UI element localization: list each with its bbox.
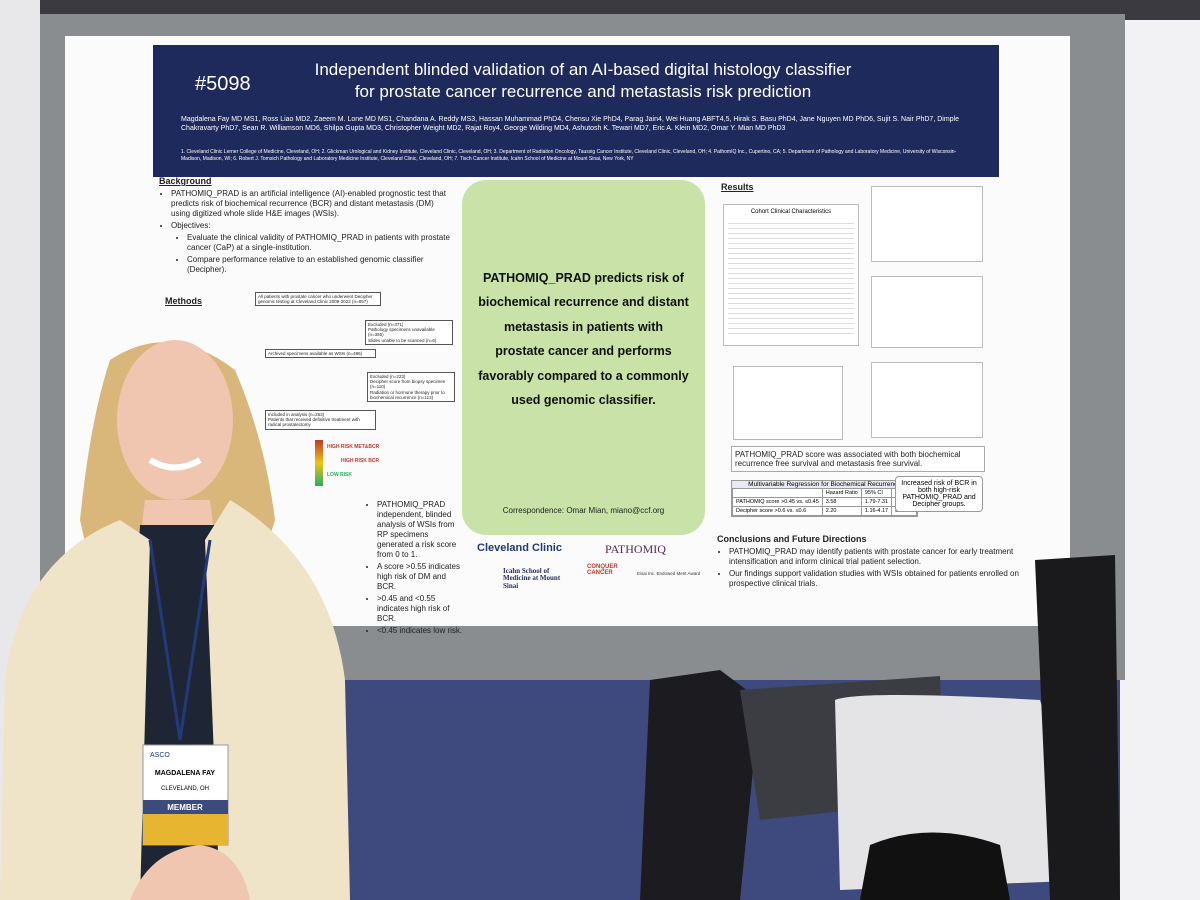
methods-heading-wrap: Methods xyxy=(165,296,202,307)
hands xyxy=(130,845,250,900)
bullet: A score >0.55 indicates high risk of DM … xyxy=(377,562,465,592)
km-plot xyxy=(871,276,983,348)
badge-name: MAGDALENA FAY xyxy=(155,770,215,777)
bullet: Objectives: xyxy=(171,221,451,231)
correspondence: Correspondence: Omar Mian, miano@ccf.org xyxy=(502,506,665,515)
section-heading: Background xyxy=(159,176,212,186)
lanyard xyxy=(148,539,212,741)
table-cell: 1.16-4.17 xyxy=(860,506,893,516)
characteristics-table: Cohort Clinical Characteristics xyxy=(723,204,859,346)
background-section: Background PATHOMIQ_PRAD is an artificia… xyxy=(159,176,451,277)
risk-scale xyxy=(315,440,323,486)
flow-box: Included in analysis (n=263) Patients tha… xyxy=(265,410,376,430)
authors: Magdalena Fay MD MS1, Ross Liao MD2, Zae… xyxy=(181,116,960,133)
bullet: Our findings support validation studies … xyxy=(729,569,1027,589)
flow-box: Excluded (n=371) Pathology specimens unav… xyxy=(365,320,453,345)
km-plot xyxy=(733,366,843,440)
risk-label: HIGH RISK MET&BCR xyxy=(327,444,380,450)
section-heading: Methods xyxy=(165,296,202,306)
association: PATHOMIQ_PRAD score was associated with … xyxy=(731,446,985,472)
table-title: Cohort Clinical Characteristics xyxy=(750,209,832,215)
flow-box: All patients with prostate cancer who un… xyxy=(255,292,381,307)
badge-band xyxy=(143,800,228,814)
flow-box: Excluded (n=223) Decipher score from biop… xyxy=(367,372,455,402)
flow-text: Pathology specimens unavailable (n=365) xyxy=(368,327,435,338)
flow-text: Excluded (n=223) xyxy=(370,374,406,379)
conclusions: Conclusions and Future Directions PATHOM… xyxy=(717,534,1027,591)
bullet: PATHOMIQ_PRAD may identify patients with… xyxy=(729,547,1027,567)
title-line: Independent blinded validation of an AI-… xyxy=(314,60,852,79)
person-legs xyxy=(640,670,760,900)
section-heading: Conclusions and Future Directions xyxy=(717,534,867,544)
methods-list: PATHOMIQ_PRAD independent, blinded analy… xyxy=(365,498,465,638)
poster: #5098 Independent blinded validation of … xyxy=(65,36,1070,635)
bullet: <0.45 indicates low risk. xyxy=(377,626,465,636)
badge-type: MEMBER xyxy=(167,803,203,812)
badge-city: CLEVELAND, OH xyxy=(161,786,209,792)
note: Increased risk of BCR in both high-risk … xyxy=(895,476,983,512)
right-wall xyxy=(1120,20,1200,900)
poster-title: Independent blinded validation of an AI-… xyxy=(283,59,883,103)
logo: CONQUER CANCER xyxy=(587,564,618,576)
smile xyxy=(148,457,202,471)
bullet: PATHOMIQ_PRAD is an artificial intellige… xyxy=(171,189,451,219)
key-finding-box: PATHOMIQ_PRAD predicts risk of biochemic… xyxy=(462,180,705,535)
logo: Cleveland Clinic xyxy=(477,542,562,554)
results-heading-wrap: Results xyxy=(721,182,754,193)
table-rows xyxy=(728,219,854,337)
bullet: >0.45 and <0.55 indicates high risk of B… xyxy=(377,594,465,624)
flow-text: Patients that received definitive treatm… xyxy=(268,417,360,428)
km-plot xyxy=(871,186,983,262)
flow-text: Included in analysis (n=263) xyxy=(268,412,325,417)
flow-text: Decipher score from biopsy specimen (n=1… xyxy=(370,379,446,390)
handbag xyxy=(860,832,1010,900)
flow-text: Slides unable to be scanned (n=6) xyxy=(368,337,437,343)
logo: PATHOMIQ xyxy=(605,542,666,556)
bullet: PATHOMIQ_PRAD independent, blinded analy… xyxy=(377,500,465,560)
badge-org: ASCO xyxy=(150,752,170,759)
risk-label: HIGH RISK BCR xyxy=(341,458,380,464)
table-title: Multivariable Regression for Biochemical… xyxy=(732,481,918,488)
flow-text: Radiation or hormone therapy prior to bi… xyxy=(370,389,445,400)
bullet: Evaluate the clinical validity of PATHOM… xyxy=(187,233,451,253)
bullet: Compare performance relative to an estab… xyxy=(187,255,451,275)
risk-label: LOW RISK xyxy=(327,472,352,478)
key-finding: PATHOMIQ_PRAD predicts risk of biochemic… xyxy=(478,271,689,407)
trash-bag xyxy=(1035,555,1120,900)
face xyxy=(117,340,233,500)
jacket xyxy=(0,500,350,900)
title-line: for prostate cancer recurrence and metas… xyxy=(354,82,812,102)
affiliations: 1. Cleveland Clinic Lerner College of Me… xyxy=(181,149,957,162)
badge-ribbon xyxy=(143,814,228,845)
logo: Icahn School of Medicine at Mount Sinai xyxy=(503,567,561,590)
poster-number: #5098 xyxy=(195,73,251,95)
flow-text: Excluded (n=371) xyxy=(368,322,404,327)
title-banner: #5098 Independent blinded validation of … xyxy=(153,45,999,177)
section-heading: Results xyxy=(721,182,754,192)
km-plot xyxy=(871,362,983,438)
flow-box: Archived specimens available as WSIs (n=… xyxy=(265,349,376,359)
logo: Eisai Inc. Endowed Merit Award xyxy=(637,571,701,576)
